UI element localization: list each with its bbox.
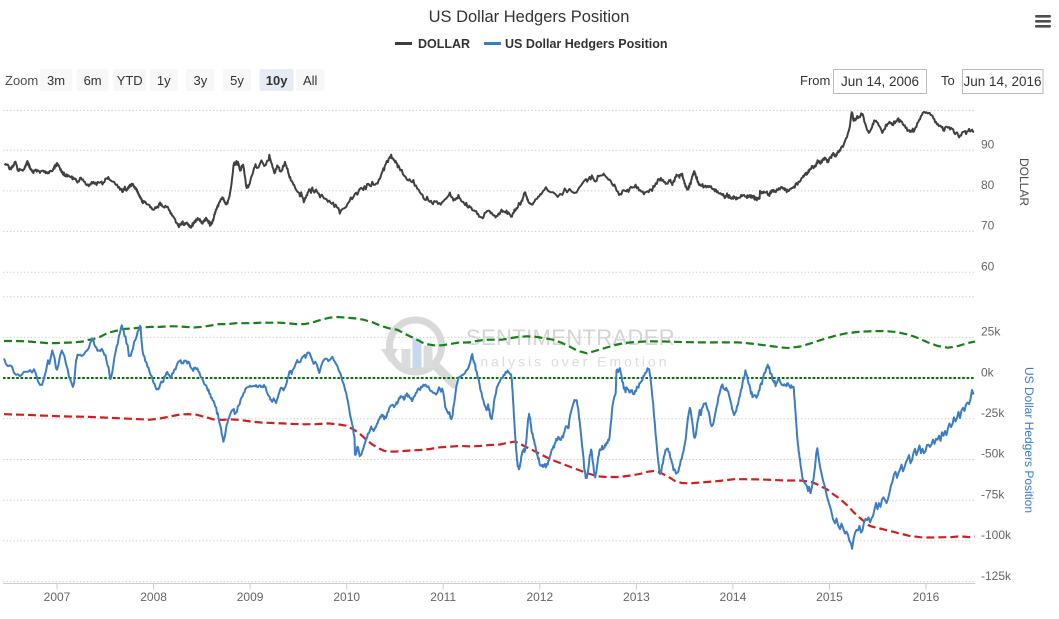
svg-text:2013: 2013	[623, 590, 650, 604]
svg-text:-100k: -100k	[981, 528, 1012, 542]
svg-text:2008: 2008	[140, 590, 167, 604]
svg-text:2011: 2011	[430, 590, 456, 604]
svg-text:80: 80	[981, 178, 995, 192]
svg-text:2010: 2010	[333, 590, 360, 604]
svg-text:2007: 2007	[44, 590, 71, 604]
svg-text:Jun 14, 2006: Jun 14, 2006	[841, 74, 919, 89]
svg-text:60: 60	[981, 260, 995, 274]
svg-text:To: To	[941, 73, 955, 88]
svg-text:6m: 6m	[84, 73, 102, 88]
svg-text:2015: 2015	[816, 590, 843, 604]
svg-text:2009: 2009	[237, 590, 264, 604]
svg-text:US Dollar Hedgers Position: US Dollar Hedgers Position	[429, 8, 630, 26]
svg-text:-25k: -25k	[981, 406, 1005, 420]
svg-text:2014: 2014	[720, 590, 747, 604]
svg-text:3y: 3y	[194, 73, 208, 88]
svg-text:US Dollar Hedgers Position: US Dollar Hedgers Position	[505, 37, 668, 51]
svg-text:Analysis over Emotion: Analysis over Emotion	[468, 354, 670, 370]
svg-text:1y: 1y	[157, 73, 171, 88]
svg-text:-50k: -50k	[981, 447, 1005, 461]
svg-text:0k: 0k	[981, 365, 995, 379]
svg-text:DOLLAR: DOLLAR	[418, 37, 470, 51]
svg-text:2012: 2012	[526, 590, 553, 604]
svg-text:2016: 2016	[913, 590, 940, 604]
svg-text:5y: 5y	[230, 73, 244, 88]
svg-text:10y: 10y	[266, 73, 288, 88]
svg-text:3m: 3m	[47, 73, 65, 88]
svg-text:DOLLAR: DOLLAR	[1017, 158, 1031, 206]
svg-text:Zoom: Zoom	[5, 73, 38, 88]
svg-text:Jun 14, 2016: Jun 14, 2016	[963, 74, 1041, 89]
svg-text:US Dollar Hedgers Position: US Dollar Hedgers Position	[1022, 367, 1036, 513]
svg-text:-125k: -125k	[981, 569, 1012, 583]
svg-text:-75k: -75k	[981, 487, 1005, 501]
svg-text:YTD: YTD	[117, 73, 143, 88]
svg-text:All: All	[303, 73, 318, 88]
svg-text:25k: 25k	[981, 325, 1001, 339]
svg-text:From: From	[800, 73, 830, 88]
svg-text:70: 70	[981, 219, 995, 233]
svg-text:90: 90	[981, 138, 995, 152]
